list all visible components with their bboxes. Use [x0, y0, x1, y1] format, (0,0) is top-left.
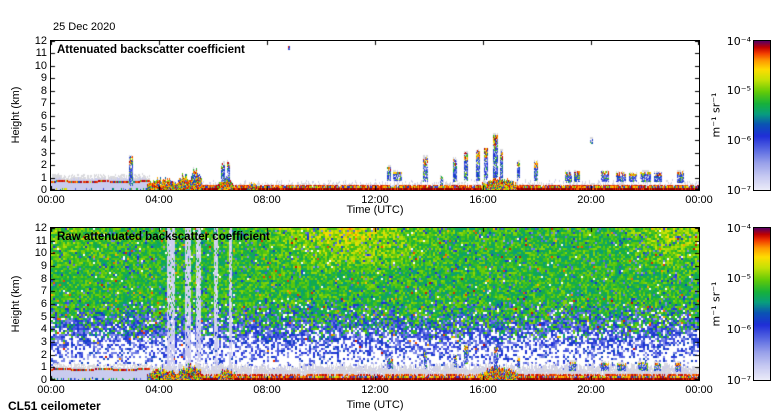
x-tick-label: 00:00	[685, 194, 713, 206]
y-tick-label: 6	[40, 109, 47, 122]
heatmap-canvas-attenuated	[51, 41, 699, 190]
y-tick-label: 8	[40, 84, 47, 97]
heatmap-canvas-raw	[51, 228, 699, 380]
colorbar-tick-label: 10⁻⁷	[726, 373, 751, 387]
y-tick-label: 1	[40, 361, 47, 374]
y-tick-label: 5	[40, 310, 47, 323]
x-tick-label: 04:00	[145, 194, 173, 206]
instrument-label: CL51 ceilometer	[8, 399, 101, 413]
date-label: 25 Dec 2020	[53, 21, 116, 33]
y-tick-label: 1	[40, 171, 47, 184]
x-tick-label: 12:00	[361, 384, 389, 396]
y-tick-label: 12	[34, 35, 47, 47]
y-tick-label: 9	[40, 260, 47, 272]
y-axis-label-top: Height (km)	[10, 86, 22, 144]
x-axis-label-top: Time (UTC)	[346, 204, 404, 216]
y-tick-label: 4	[40, 323, 47, 336]
plot-panel-raw: Raw attenuated backscatter coefficient	[50, 227, 700, 381]
colorbar-canvas-attenuated	[754, 41, 770, 190]
plot-title-attenuated: Attenuated backscatter coefficient	[57, 44, 245, 56]
x-tick-label: 08:00	[253, 384, 281, 396]
y-axis-label-bottom: Height (km)	[10, 275, 22, 333]
colorbar-tick-label: 10⁻⁶	[726, 322, 751, 336]
colorbar-tick-label: 10⁻⁴	[726, 221, 751, 235]
x-tick-label: 12:00	[361, 194, 389, 206]
y-tick-label: 11	[35, 47, 47, 60]
x-tick-label: 20:00	[577, 194, 605, 206]
x-tick-label: 00:00	[37, 384, 65, 396]
colorbar-tick-label: 10⁻⁴	[726, 34, 751, 48]
y-tick-label: 8	[40, 272, 47, 285]
colorbar-unit-top: m⁻¹ sr⁻¹	[709, 92, 723, 138]
y-tick-label: 2	[40, 348, 47, 361]
x-axis-label-bottom: Time (UTC)	[346, 399, 404, 411]
x-tick-label: 00:00	[37, 194, 65, 206]
y-tick-label: 4	[40, 134, 47, 147]
colorbar-raw	[753, 227, 771, 381]
y-tick-label: 10	[34, 59, 47, 72]
y-tick-label: 3	[40, 336, 47, 348]
y-tick-label: 11	[35, 234, 47, 247]
colorbar-unit-bottom: m⁻¹ sr⁻¹	[709, 281, 723, 327]
colorbar-canvas-raw	[754, 228, 770, 380]
y-tick-label: 5	[40, 121, 47, 134]
x-tick-label: 16:00	[469, 194, 497, 206]
colorbar-tick-label: 10⁻⁷	[726, 183, 751, 197]
plot-title-raw: Raw attenuated backscatter coefficient	[57, 231, 270, 243]
y-tick-label: 10	[34, 247, 47, 260]
y-tick-label: 2	[40, 159, 47, 172]
y-tick-label: 7	[40, 97, 47, 110]
plot-panel-attenuated: Attenuated backscatter coefficient	[50, 40, 700, 191]
y-tick-label: 6	[40, 298, 47, 310]
y-tick-label: 9	[40, 72, 47, 85]
colorbar-tick-label: 10⁻⁶	[726, 133, 751, 147]
x-tick-label: 16:00	[469, 384, 497, 396]
colorbar-tick-label: 10⁻⁵	[726, 84, 751, 98]
colorbar-tick-label: 10⁻⁵	[726, 272, 751, 286]
x-tick-label: 00:00	[685, 384, 713, 396]
x-tick-label: 08:00	[253, 194, 281, 206]
x-tick-label: 04:00	[145, 384, 173, 396]
y-tick-label: 7	[40, 285, 47, 298]
y-tick-label: 3	[40, 146, 47, 159]
y-tick-label: 12	[34, 222, 47, 234]
x-tick-label: 20:00	[577, 384, 605, 396]
y-tick-label: 0	[40, 184, 47, 196]
y-tick-label: 0	[40, 374, 47, 386]
colorbar-attenuated	[753, 40, 771, 191]
